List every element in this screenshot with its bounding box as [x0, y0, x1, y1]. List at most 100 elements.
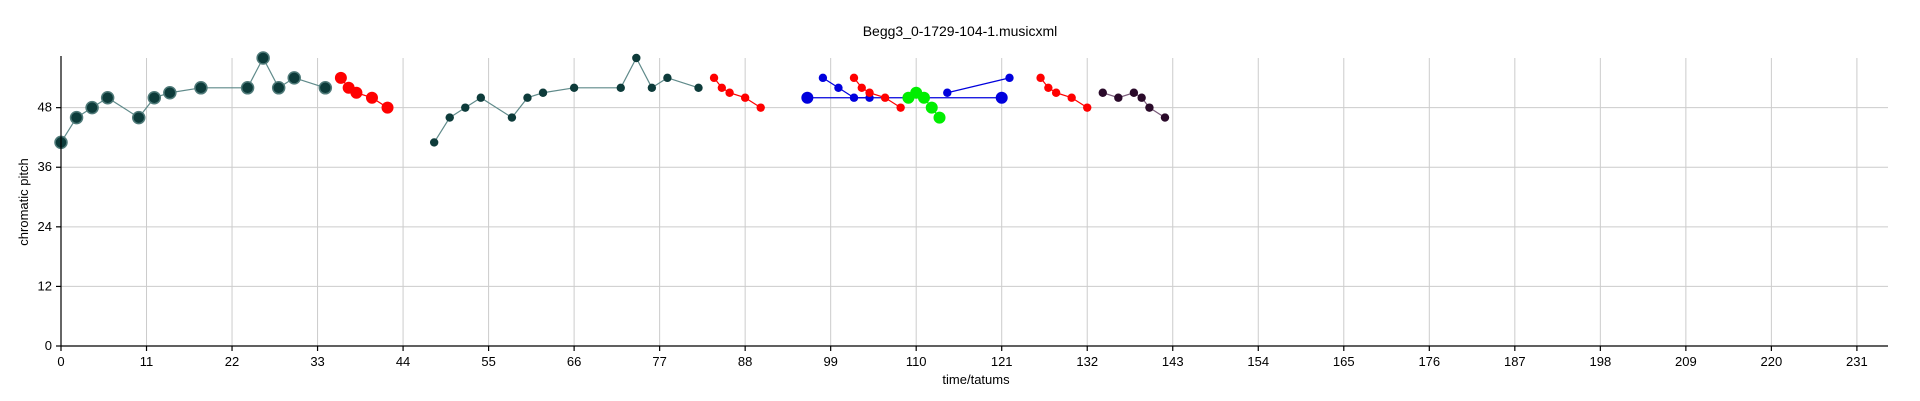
series — [429, 53, 703, 147]
x-tick-label: 33 — [310, 354, 324, 369]
data-point — [1083, 103, 1092, 112]
data-point — [131, 110, 146, 125]
x-tick-label: 110 — [906, 354, 927, 369]
series-line-segment — [667, 77, 699, 89]
data-point — [381, 101, 394, 114]
y-tick-label: 24 — [38, 219, 52, 234]
data-point — [163, 86, 177, 100]
data-point — [849, 73, 859, 83]
data-point — [476, 93, 486, 102]
x-tick-label: 187 — [1504, 354, 1526, 369]
data-point — [917, 91, 930, 104]
data-point — [429, 138, 439, 147]
x-tick-label: 99 — [823, 354, 837, 369]
data-point — [725, 88, 734, 97]
data-point — [849, 93, 859, 102]
tick-labels: 0 11 22 33 44 55 66 77 88 99 110 121 132 143 154 165 176… — [38, 100, 1868, 369]
data-point — [1067, 93, 1076, 102]
data-point — [256, 51, 270, 65]
series — [1098, 88, 1170, 122]
series-line-segment — [542, 87, 575, 94]
data-point — [709, 73, 719, 83]
data-point — [943, 88, 952, 97]
y-tick-label: 12 — [38, 278, 52, 293]
data-point — [100, 90, 115, 105]
x-axis-label: time/tatums — [942, 372, 1010, 387]
data-point — [318, 81, 333, 95]
x-tick-label: 132 — [1076, 354, 1098, 369]
x-tick-label: 11 — [140, 354, 154, 369]
data-point — [632, 53, 641, 63]
x-tick-label: 88 — [738, 354, 752, 369]
data-point — [1005, 73, 1014, 83]
data-point — [523, 93, 532, 102]
x-tick-label: 55 — [481, 354, 495, 369]
data-point — [69, 110, 84, 125]
series — [849, 73, 905, 112]
x-tick-label: 121 — [991, 354, 1013, 369]
data-point — [1051, 88, 1061, 97]
data-point — [1036, 73, 1045, 83]
x-tick-label: 143 — [1162, 354, 1184, 369]
x-tick-label: 231 — [1846, 354, 1868, 369]
series — [943, 73, 1014, 97]
y-tick-label: 0 — [45, 338, 52, 353]
data-point — [1044, 83, 1053, 92]
data-point — [1160, 113, 1170, 122]
x-tick-label: 44 — [396, 354, 410, 369]
data-point — [694, 83, 703, 92]
data-point — [271, 81, 286, 95]
data-point — [647, 83, 657, 92]
data-point — [194, 81, 208, 95]
data-point — [1129, 88, 1139, 97]
series — [334, 71, 394, 114]
data-point — [834, 83, 843, 92]
data-point — [334, 71, 347, 84]
data-point — [365, 91, 378, 104]
data-point — [925, 101, 938, 114]
x-tick-label: 154 — [1247, 354, 1269, 369]
data-point — [801, 91, 814, 104]
series-line-segment — [511, 97, 528, 118]
data-point — [507, 113, 517, 122]
x-tick-label: 220 — [1761, 354, 1783, 369]
data-point — [663, 73, 672, 83]
data-point — [85, 100, 99, 115]
x-tick-label: 0 — [57, 354, 64, 369]
data-point — [857, 83, 866, 92]
series — [709, 73, 765, 112]
data-point — [616, 83, 625, 92]
x-tick-label: 22 — [225, 354, 239, 369]
data-point — [717, 83, 727, 92]
data-point — [896, 103, 905, 112]
x-tick-label: 77 — [652, 354, 666, 369]
chart-title: Begg3_0-1729-104-1.musicxml — [863, 23, 1058, 39]
series-layer — [54, 51, 1170, 150]
data-point — [445, 113, 454, 122]
data-point — [865, 88, 874, 97]
data-point — [538, 88, 548, 97]
x-tick-label: 209 — [1675, 354, 1697, 369]
data-point — [818, 73, 828, 83]
axes — [56, 56, 1888, 351]
data-point — [880, 93, 890, 102]
y-axis-label: chromatic pitch — [16, 158, 31, 245]
series-line-segment — [433, 117, 451, 143]
data-point — [933, 111, 946, 124]
series — [1036, 73, 1092, 112]
data-point — [740, 93, 750, 102]
data-point — [1098, 88, 1107, 97]
data-point — [569, 83, 579, 92]
series-line-segment — [480, 97, 513, 119]
data-point — [350, 86, 363, 99]
data-point — [995, 91, 1008, 104]
series — [902, 86, 946, 124]
series-line-segment — [635, 57, 653, 89]
x-tick-label: 198 — [1589, 354, 1611, 369]
data-point — [287, 71, 301, 85]
y-tick-label: 48 — [38, 100, 52, 115]
y-tick-label: 36 — [38, 159, 52, 174]
x-tick-label: 176 — [1418, 354, 1440, 369]
grid-lines — [61, 58, 1888, 346]
